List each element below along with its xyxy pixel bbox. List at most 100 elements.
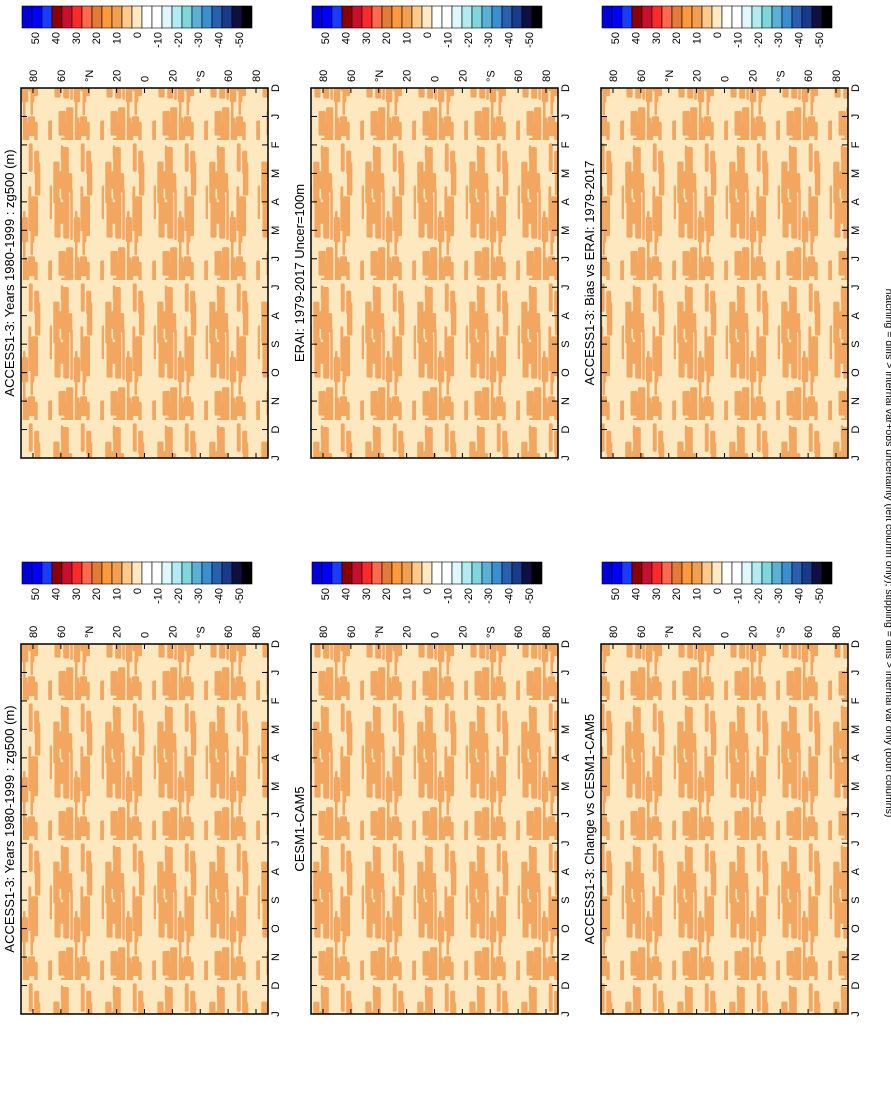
month-tick-label: J [270, 670, 282, 676]
lat-tick-label: 60 [223, 626, 235, 638]
month-tick-label: J [850, 114, 862, 120]
colorbar-label: 20 [91, 32, 103, 44]
colorbar-label: 0 [132, 32, 144, 38]
colorbar-cell [501, 5, 513, 29]
colorbar-cell [51, 561, 63, 585]
colorbar-cell [761, 5, 773, 29]
panel-1: ACCESS1-3: Years 1980-1999 : zg500 (m) 80… [2, 5, 282, 461]
month-tick-label: M [270, 226, 282, 235]
colorbar-cell [51, 5, 63, 29]
month-tick-label: A [560, 311, 572, 319]
colorbar-cell [641, 561, 653, 585]
colorbar-cell [431, 5, 443, 29]
colorbar-cell [791, 5, 803, 29]
colorbar-label: -30 [773, 588, 785, 604]
colorbar-cell [811, 561, 823, 585]
colorbar-cell [81, 5, 93, 29]
colorbar-cell [471, 561, 483, 585]
lat-tick-label: °S [775, 70, 787, 82]
colorbar-label: -40 [794, 32, 806, 48]
colorbar-cell [601, 5, 613, 29]
colorbar-cell [521, 561, 533, 585]
colorbar-cell [631, 5, 643, 29]
month-tick-label: J [270, 256, 282, 262]
colorbar-label: -10 [152, 32, 164, 48]
lat-tick-label: 60 [803, 626, 815, 638]
lat-tick-label: °N [84, 626, 96, 638]
month-tick-label: J [270, 812, 282, 818]
colorbar-cell [781, 5, 793, 29]
month-tick-label: N [560, 953, 572, 961]
lat-tick-label: 20 [457, 626, 469, 638]
colorbar-cell [531, 5, 543, 29]
colorbar-cell [221, 5, 233, 29]
colorbar-label: -40 [794, 588, 806, 604]
panel-title: ACCESS1-3: Years 1980-1999 : zg500 (m) [2, 149, 17, 396]
month-tick-label: O [560, 368, 572, 377]
month-tick-label: D [560, 982, 572, 990]
month-tick-label: O [560, 924, 572, 933]
month-tick-label: F [560, 141, 572, 148]
month-tick-label: J [850, 455, 862, 461]
colorbar-label: 40 [630, 32, 642, 44]
colorbar-label: -10 [152, 588, 164, 604]
panel-6: ACCESS1-3: Change vs CESM1-CAM5 80 60 °N 20 0… [582, 561, 862, 1017]
colorbar-cell [611, 5, 623, 29]
lat-tick-label: 60 [636, 70, 648, 82]
colorbar-label: -20 [173, 588, 185, 604]
month-tick-label: A [560, 754, 572, 762]
lat-tick-label: °N [374, 70, 386, 82]
colorbar-label: -40 [214, 32, 226, 48]
colorbar-cell [61, 5, 73, 29]
panel-title: ACCESS1-3: Bias vs ERAI: 1979-2017 [582, 161, 597, 386]
lat-tick-label: 80 [28, 70, 40, 82]
colorbar-cell [91, 5, 103, 29]
lat-tick-label: 20 [167, 626, 179, 638]
lat-tick-label: 80 [831, 70, 843, 82]
lat-tick-label: 60 [56, 626, 68, 638]
colorbar-label: 0 [712, 32, 724, 38]
colorbar-cell [701, 5, 713, 29]
colorbar-cell [751, 561, 763, 585]
colorbar-cell [151, 5, 163, 29]
colorbar-cell [671, 5, 683, 29]
colorbar-cell [371, 5, 383, 29]
lat-tick-label: 20 [112, 626, 124, 638]
colorbar-label: 40 [50, 588, 62, 600]
colorbar-label: 20 [381, 588, 393, 600]
colorbar-label: -40 [214, 588, 226, 604]
month-tick-label: J [850, 840, 862, 846]
panel-title: ACCESS1-3: Change vs CESM1-CAM5 [582, 714, 597, 944]
lat-tick-label: 20 [167, 70, 179, 82]
colorbar-cell [201, 561, 213, 585]
lat-tick-label: 0 [430, 632, 442, 638]
colorbar-label: 10 [112, 588, 124, 600]
month-tick-label: D [560, 640, 572, 648]
colorbar-cell [141, 561, 153, 585]
colorbar-cell [71, 561, 83, 585]
colorbar-label: -40 [504, 32, 516, 48]
colorbar-cell [21, 5, 33, 29]
colorbar-cell [121, 561, 133, 585]
lat-tick-label: 20 [457, 70, 469, 82]
colorbar-label: 50 [30, 32, 42, 44]
month-tick-label: J [560, 114, 572, 120]
colorbar-label: -20 [463, 588, 475, 604]
colorbar-label: 10 [692, 32, 704, 44]
colorbar-cell [171, 561, 183, 585]
colorbar-cell [341, 561, 353, 585]
lat-tick-label: 80 [318, 626, 330, 638]
lat-tick-label: 60 [56, 70, 68, 82]
colorbar-cell [191, 5, 203, 29]
colorbar-label: -50 [524, 32, 536, 48]
lat-tick-label: 60 [346, 626, 358, 638]
colorbar-cell [311, 561, 323, 585]
colorbar-cell [501, 561, 513, 585]
colorbar-cell [741, 5, 753, 29]
colorbar-cell [331, 5, 343, 29]
colorbar-cell [141, 5, 153, 29]
month-tick-label: J [560, 670, 572, 676]
month-tick-label: M [850, 226, 862, 235]
month-tick-label: J [850, 1011, 862, 1017]
